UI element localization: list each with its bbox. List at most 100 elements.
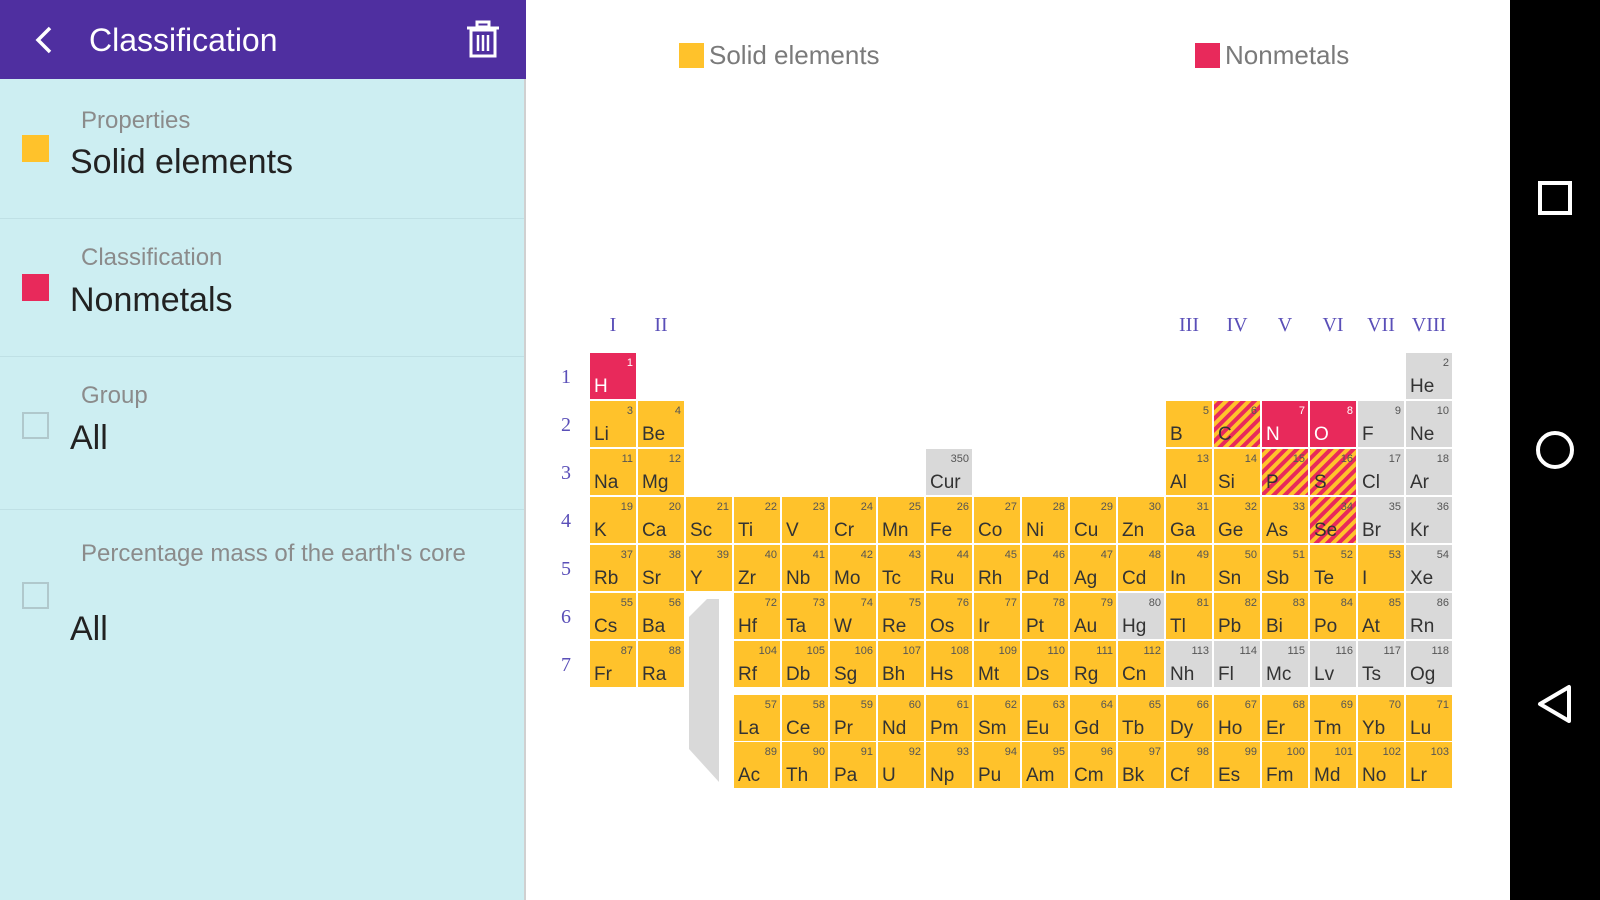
element-cell-bh[interactable]: 107 Bh (878, 641, 924, 687)
element-cell-ac[interactable]: 89 Ac (734, 742, 780, 788)
element-cell-tc[interactable]: 43 Tc (878, 545, 924, 591)
element-cell-u[interactable]: 92 U (878, 742, 924, 788)
element-cell-ta[interactable]: 73 Ta (782, 593, 828, 639)
element-cell-fr[interactable]: 87 Fr (590, 641, 636, 687)
element-cell-tl[interactable]: 81 Tl (1166, 593, 1212, 639)
element-cell-ir[interactable]: 77 Ir (974, 593, 1020, 639)
element-cell-cur[interactable]: 350 Cur (926, 449, 972, 495)
element-cell-ag[interactable]: 47 Ag (1070, 545, 1116, 591)
element-cell-sr[interactable]: 38 Sr (638, 545, 684, 591)
element-cell-pd[interactable]: 46 Pd (1022, 545, 1068, 591)
element-cell-y[interactable]: 39 Y (686, 545, 732, 591)
element-cell-al[interactable]: 13 Al (1166, 449, 1212, 495)
element-cell-he[interactable]: 2 He (1406, 353, 1452, 399)
element-cell-in[interactable]: 49 In (1166, 545, 1212, 591)
home-icon[interactable] (1533, 428, 1577, 472)
element-cell-yb[interactable]: 70 Yb (1358, 695, 1404, 741)
element-cell-sc[interactable]: 21 Sc (686, 497, 732, 543)
element-cell-at[interactable]: 85 At (1358, 593, 1404, 639)
element-cell-pr[interactable]: 59 Pr (830, 695, 876, 741)
element-cell-se[interactable]: 34 Se (1310, 497, 1356, 543)
element-cell-xe[interactable]: 54 Xe (1406, 545, 1452, 591)
element-cell-bk[interactable]: 97 Bk (1118, 742, 1164, 788)
element-cell-k[interactable]: 19 K (590, 497, 636, 543)
element-cell-mt[interactable]: 109 Mt (974, 641, 1020, 687)
element-cell-pu[interactable]: 94 Pu (974, 742, 1020, 788)
element-cell-md[interactable]: 101 Md (1310, 742, 1356, 788)
element-cell-cm[interactable]: 96 Cm (1070, 742, 1116, 788)
element-cell-zn[interactable]: 30 Zn (1118, 497, 1164, 543)
element-cell-db[interactable]: 105 Db (782, 641, 828, 687)
element-cell-v[interactable]: 23 V (782, 497, 828, 543)
element-cell-pm[interactable]: 61 Pm (926, 695, 972, 741)
element-cell-pt[interactable]: 78 Pt (1022, 593, 1068, 639)
element-cell-eu[interactable]: 63 Eu (1022, 695, 1068, 741)
element-cell-nh[interactable]: 113 Nh (1166, 641, 1212, 687)
element-cell-cf[interactable]: 98 Cf (1166, 742, 1212, 788)
element-cell-th[interactable]: 90 Th (782, 742, 828, 788)
element-cell-be[interactable]: 4 Be (638, 401, 684, 447)
element-cell-no[interactable]: 102 No (1358, 742, 1404, 788)
filter-earth-core-mass[interactable]: Percentage mass of the earth's core All (0, 509, 524, 659)
element-cell-bi[interactable]: 83 Bi (1262, 593, 1308, 639)
element-cell-as[interactable]: 33 As (1262, 497, 1308, 543)
element-cell-si[interactable]: 14 Si (1214, 449, 1260, 495)
element-cell-cn[interactable]: 112 Cn (1118, 641, 1164, 687)
element-cell-b[interactable]: 5B (1166, 401, 1212, 447)
element-cell-fe[interactable]: 26 Fe (926, 497, 972, 543)
element-cell-s[interactable]: 16 S (1310, 449, 1356, 495)
element-cell-po[interactable]: 84 Po (1310, 593, 1356, 639)
element-cell-h[interactable]: 1H (590, 353, 636, 399)
element-cell-es[interactable]: 99 Es (1214, 742, 1260, 788)
element-cell-er[interactable]: 68 Er (1262, 695, 1308, 741)
element-cell-la[interactable]: 57 La (734, 695, 780, 741)
element-cell-fm[interactable]: 100 Fm (1262, 742, 1308, 788)
filter-classification[interactable]: Classification Nonmetals (0, 218, 524, 357)
back-icon[interactable] (1533, 682, 1577, 726)
filter-properties[interactable]: Properties Solid elements (0, 79, 524, 219)
element-cell-ni[interactable]: 28 Ni (1022, 497, 1068, 543)
element-cell-sb[interactable]: 51 Sb (1262, 545, 1308, 591)
element-cell-mc[interactable]: 115 Mc (1262, 641, 1308, 687)
element-cell-li[interactable]: 3 Li (590, 401, 636, 447)
recents-icon[interactable] (1533, 176, 1577, 220)
element-cell-tb[interactable]: 65 Tb (1118, 695, 1164, 741)
element-cell-rg[interactable]: 111 Rg (1070, 641, 1116, 687)
element-cell-cr[interactable]: 24 Cr (830, 497, 876, 543)
element-cell-og[interactable]: 118 Og (1406, 641, 1452, 687)
back-arrow-icon[interactable] (26, 20, 66, 60)
element-cell-c[interactable]: 6C (1214, 401, 1260, 447)
element-cell-zr[interactable]: 40 Zr (734, 545, 780, 591)
element-cell-i[interactable]: 53 I (1358, 545, 1404, 591)
element-cell-w[interactable]: 74 W (830, 593, 876, 639)
element-cell-cs[interactable]: 55 Cs (590, 593, 636, 639)
element-cell-o[interactable]: 8O (1310, 401, 1356, 447)
